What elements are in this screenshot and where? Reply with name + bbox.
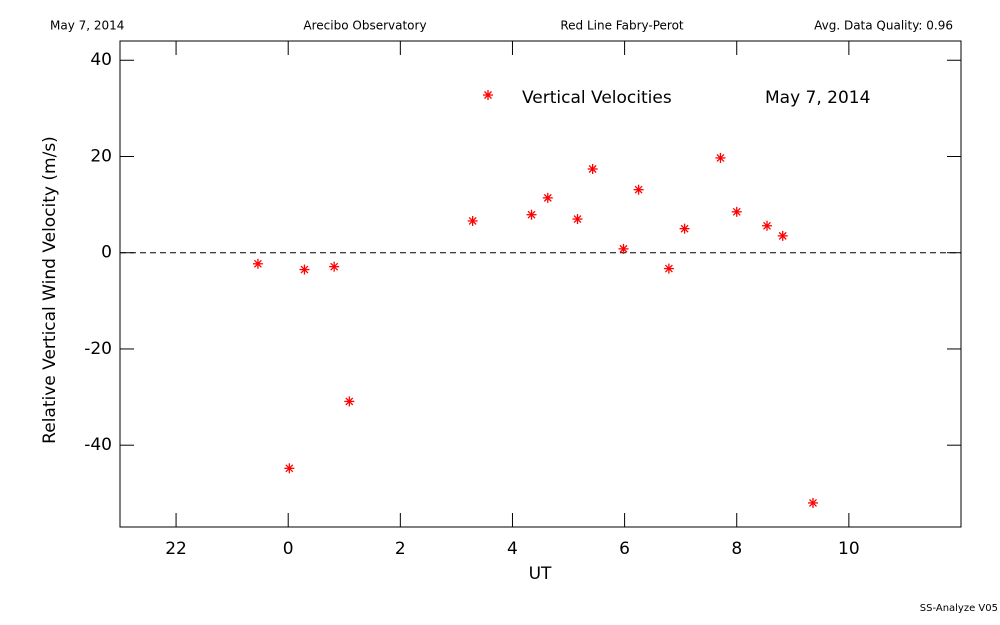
data-point: [762, 220, 773, 231]
marker-stroke: [484, 91, 492, 99]
data-point: [715, 152, 726, 163]
data-point: [587, 163, 598, 174]
x-tick-label: 2: [395, 539, 406, 559]
data-point: [731, 206, 742, 217]
marker-stroke: [527, 210, 536, 219]
header-instrument: Red Line Fabry-Perot: [560, 19, 684, 33]
data-point: [526, 209, 537, 220]
data-point: [329, 261, 340, 272]
x-tick-label: 0: [283, 539, 294, 559]
header-date: May 7, 2014: [50, 19, 124, 33]
x-tick-label: 22: [165, 539, 187, 559]
marker-stroke: [809, 498, 817, 507]
annotation: May 7, 2014: [765, 88, 870, 108]
y-tick-label: 40: [90, 50, 112, 70]
data-point: [679, 223, 690, 234]
data-point: [618, 243, 629, 254]
marker-stroke: [680, 224, 689, 233]
marker-stroke: [330, 262, 339, 271]
y-axis-label: Relative Vertical Wind Velocity (m/s): [40, 136, 60, 444]
marker-stroke: [543, 193, 552, 202]
legend-marker: [483, 90, 493, 100]
y-tick-label: -40: [84, 435, 112, 455]
marker-stroke: [345, 397, 354, 406]
x-tick-label: 6: [619, 539, 630, 559]
marker-stroke: [285, 464, 294, 473]
data-point: [299, 264, 310, 275]
x-axis-label: UT: [529, 564, 552, 584]
marker-stroke: [716, 153, 725, 162]
marker-stroke: [664, 264, 673, 273]
marker-stroke: [778, 231, 787, 240]
data-point: [284, 463, 295, 474]
y-tick-label: 20: [90, 146, 112, 166]
marker-stroke: [573, 215, 582, 223]
marker-stroke: [300, 265, 309, 274]
data-point: [542, 192, 553, 203]
footer: SS-Analyze V05: [920, 603, 998, 614]
marker-stroke: [634, 185, 643, 194]
data-point: [344, 396, 355, 407]
marker-stroke: [763, 221, 771, 230]
x-tick-label: 8: [731, 539, 742, 559]
header-site: Arecibo Observatory: [303, 19, 426, 33]
data-point: [572, 214, 583, 225]
data-point: [777, 230, 788, 241]
data-point: [467, 215, 478, 226]
data-point: [807, 497, 818, 508]
data-point: [252, 258, 263, 269]
data-point: [633, 184, 644, 195]
marker-stroke: [732, 207, 741, 216]
x-tick-label: 4: [507, 539, 518, 559]
legend-label: Vertical Velocities: [522, 88, 672, 108]
marker-stroke: [468, 217, 477, 225]
y-tick-label: 0: [101, 243, 112, 263]
marker-stroke: [588, 165, 597, 173]
x-tick-label: 10: [838, 539, 860, 559]
marker-stroke: [253, 259, 262, 268]
header-quality: Avg. Data Quality: 0.96: [814, 19, 953, 33]
data-point: [663, 263, 674, 274]
y-tick-label: -20: [84, 339, 112, 359]
marker-stroke: [619, 244, 628, 253]
plot-frame: [119, 40, 962, 528]
